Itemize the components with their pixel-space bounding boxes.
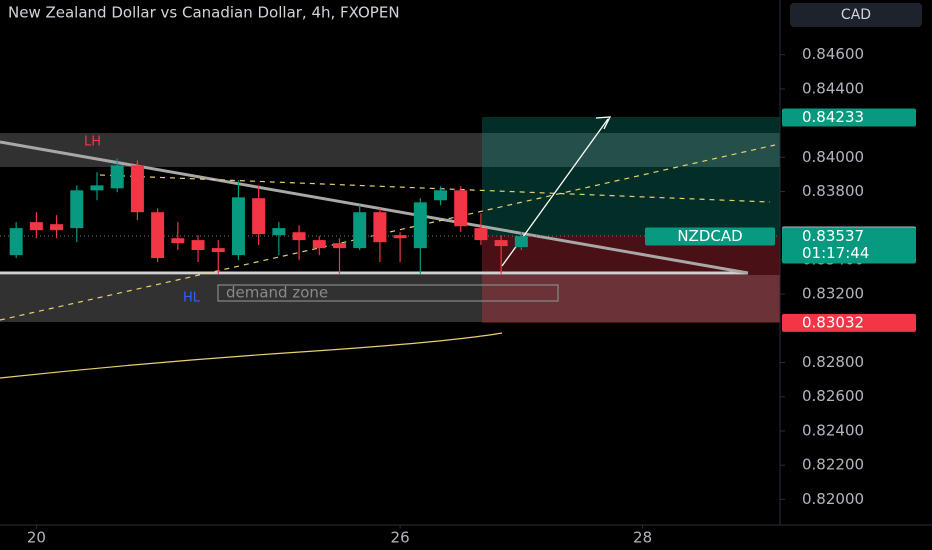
price-tag — [782, 108, 916, 127]
candle-body — [70, 190, 84, 229]
candle-body — [211, 248, 225, 253]
trend-line — [0, 140, 749, 275]
x-tick-label: 28 — [633, 529, 652, 547]
demand-zone — [0, 275, 780, 322]
symbol-tag — [645, 227, 775, 246]
candle-body — [231, 197, 245, 256]
supply-zone — [0, 133, 780, 167]
x-tick-label: 26 — [391, 529, 410, 547]
candle-body — [332, 243, 346, 249]
candle-body — [272, 228, 286, 236]
y-tick-label: 0.83200 — [802, 285, 864, 303]
candle-body — [110, 165, 124, 189]
arrow-head — [595, 116, 612, 130]
price-tag-label: 0.83032 — [802, 313, 864, 331]
target-box — [482, 117, 780, 236]
candle-body — [9, 228, 23, 256]
current-price-label: 0.83537 — [802, 227, 864, 245]
y-tick-label: 0.82600 — [802, 387, 864, 405]
candle-body — [130, 165, 144, 213]
candle-body — [434, 190, 448, 201]
candle-body — [292, 232, 306, 241]
candle-body — [312, 240, 326, 249]
candle-body — [413, 202, 427, 249]
candle-body — [50, 224, 64, 231]
candle-body — [191, 240, 205, 251]
current-price-tag — [782, 227, 916, 264]
candle-body — [373, 212, 387, 243]
candle-body — [393, 235, 407, 239]
candle-body — [90, 185, 104, 191]
y-tick-label: 0.82000 — [802, 490, 864, 508]
stop-box — [482, 236, 780, 323]
symbol-tag-label: NZDCAD — [677, 227, 742, 245]
currency-button-label[interactable]: CAD — [841, 7, 871, 23]
y-tick-label: 0.84400 — [802, 79, 864, 97]
drawings: demand zone LH HL — [0, 116, 780, 379]
y-tick-label: 0.82400 — [802, 421, 864, 439]
countdown-label: 01:17:44 — [802, 244, 869, 262]
x-tick-label: 20 — [27, 529, 46, 547]
price-tag-label: 0.84233 — [802, 108, 864, 126]
candle-body — [171, 238, 185, 244]
candle-body — [353, 212, 367, 249]
annotation: LH — [84, 135, 101, 150]
moving-average — [0, 332, 503, 379]
y-tick-label: 0.82800 — [802, 353, 864, 371]
y-tick-label: 0.82200 — [802, 456, 864, 474]
candle-body — [474, 228, 488, 241]
y-tick-label: 0.83800 — [802, 182, 864, 200]
dashed-line — [99, 174, 771, 203]
y-tick-label: 0.84600 — [802, 45, 864, 63]
candle-body — [514, 236, 528, 248]
annotation: HL — [183, 291, 201, 306]
dashed-line — [0, 144, 776, 321]
demand-zone-box — [217, 284, 559, 302]
chart-title: New Zealand Dollar vs Canadian Dollar, 4… — [8, 4, 400, 22]
candle-body — [29, 222, 43, 231]
candle-body — [151, 212, 165, 259]
y-tick-label: 0.84000 — [802, 148, 864, 166]
candle-body — [454, 190, 468, 227]
candle-body — [494, 240, 508, 247]
currency-button[interactable] — [790, 3, 922, 27]
annotation: demand zone — [226, 284, 328, 302]
price-tag — [782, 313, 916, 332]
candle-body — [252, 198, 266, 235]
